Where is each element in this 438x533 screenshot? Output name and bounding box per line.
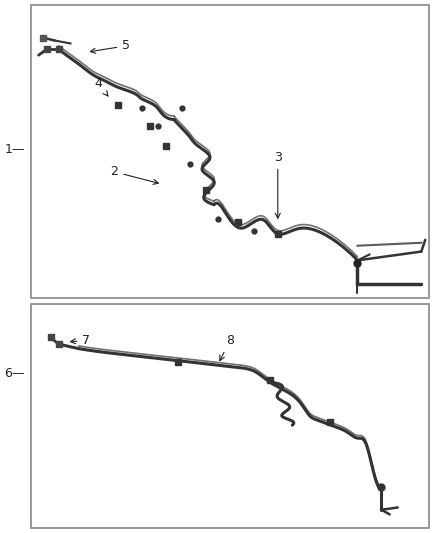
FancyBboxPatch shape	[31, 5, 429, 298]
Text: 4: 4	[95, 77, 108, 96]
Text: 7: 7	[71, 334, 91, 347]
Text: 8: 8	[220, 334, 234, 361]
Text: 2: 2	[110, 165, 158, 184]
Text: 5: 5	[90, 39, 131, 53]
Text: —: —	[11, 367, 24, 379]
Text: 6: 6	[4, 367, 12, 379]
Text: 3: 3	[274, 151, 282, 218]
Text: 1: 1	[4, 143, 12, 156]
Text: —: —	[11, 143, 24, 156]
FancyBboxPatch shape	[31, 304, 429, 528]
